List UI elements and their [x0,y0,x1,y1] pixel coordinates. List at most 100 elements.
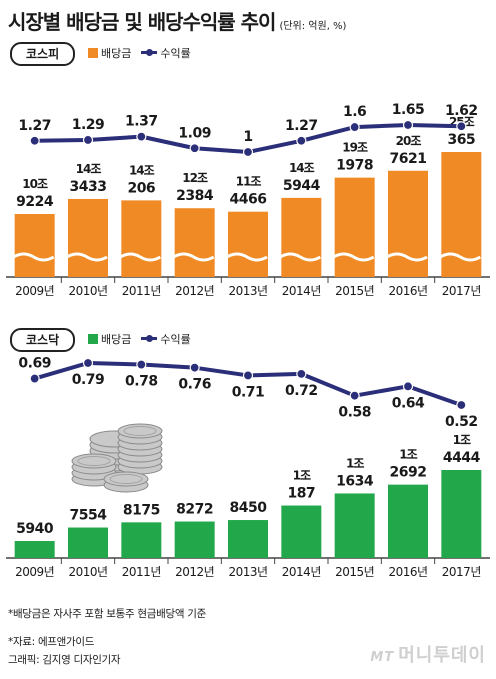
bar-label-value: 7554 [70,508,108,524]
tick-label: 2010년 [68,284,107,298]
tick-label: 2012년 [175,565,214,579]
bar-label-value: 187 [287,486,315,502]
footnote-credit: 그래픽: 김지영 디자인기자 [8,654,121,666]
tick-label: 2014년 [282,284,321,298]
bar-label-jo: 10조 [22,177,48,191]
legend-label-dividend: 배당금 [101,333,132,346]
panel-label-kospi: 코스피 [10,42,76,66]
bar-2015년 [334,177,375,277]
tick-label: 2014년 [282,565,321,579]
yield-point [349,121,360,133]
tick-label: 2009년 [15,284,54,298]
bar-label-value: 8175 [123,502,160,518]
tick-label: 2011년 [122,284,161,298]
yield-point [136,131,147,142]
yield-point [242,146,254,158]
bar-label-value: 2384 [176,188,214,204]
yield-label: 0.71 [232,384,265,400]
bar-2016년 [388,170,428,277]
legend-label-yield: 수익률 [160,333,191,346]
tick-label: 2017년 [442,565,481,579]
bar-label-value: 7621 [390,151,427,167]
bar-2011년 [121,522,162,558]
yield-point [29,135,40,146]
legend-label-dividend: 배당금 [101,47,132,60]
legend-label-yield: 수익률 [160,47,191,60]
yield-point [296,368,307,379]
yield-point [456,399,467,411]
watermark-mt: MT [370,650,395,665]
bar-2016년 [388,484,428,558]
bar-label-value: 8272 [176,502,213,518]
yield-label: 0.64 [392,395,425,411]
axis-break-wave [386,252,428,262]
coin-stack-illustration [71,423,163,493]
chart-title-block: 시장별 배당금 및 배당수익률 추이 (단위: 억원, %) [8,6,346,35]
bar-label-value: 4444 [443,450,481,466]
yield-label: 1.29 [72,117,105,133]
legend-swatch-yield [141,49,158,56]
yield-label: 1.27 [18,118,51,134]
axis-break-wave [226,252,268,262]
legend-swatch-dividend [88,48,98,58]
bar-label-jo: 1조 [453,433,471,447]
bar-label-value: 8450 [230,500,268,516]
bar-label-value: 365 [447,132,475,148]
tick-label: 2012년 [175,284,214,298]
bar-label-jo: 20조 [396,134,422,148]
bar-label-value: 9224 [16,194,54,210]
bar-2012년 [174,208,215,277]
bar-2009년 [14,541,55,558]
yield-point [349,390,360,401]
bar-2010년 [68,198,108,277]
tick-label: 2015년 [335,284,374,298]
bar-label-jo: 12조 [182,171,208,185]
tick-label: 2016년 [388,284,427,298]
yield-point [189,362,200,373]
bar-label-jo: 14조 [129,163,155,177]
bar-label-value: 3433 [70,179,107,195]
yield-label: 0.52 [445,414,478,430]
yield-label: 1.62 [445,103,478,119]
yield-label: 0.72 [285,383,318,399]
kosdaq-chart: 5940 2009년 7554 2010년 8175 2011년 8272 2012년 8450… [6,356,490,579]
yield-point [402,119,414,131]
bar-label-value: 206 [127,180,155,196]
watermark-name: 머니투데이 [398,645,486,666]
axis-break-wave [332,252,375,262]
bar-2013년 [228,520,268,558]
legend-swatch-yield [141,335,158,342]
bar-label-jo: 1조 [293,469,311,483]
yield-point [456,121,467,132]
bar-label-jo: 1조 [399,448,417,462]
bar-2009년 [14,214,55,277]
yield-label: 1.37 [125,114,158,130]
legend-swatch-dividend [88,334,98,344]
yield-point [242,370,254,381]
axis-break-wave [439,252,482,262]
bar-2014년 [281,505,322,558]
yield-label: 0.78 [125,374,158,390]
panel-label-kosdaq: 코스닥 [10,328,76,352]
tick-label: 2015년 [335,565,374,579]
axis-break-wave [279,252,322,262]
axis-break-wave [172,252,215,262]
footnote-basis: *배당금은 자사주 포함 보통주 현금배당액 기준 [8,608,206,620]
kospi-chart: 10조 9224 2009년 14조 3433 2010년 14조 206 2011년 12조 23… [6,102,490,298]
axis-break-wave [119,252,162,262]
yield-label: 1.27 [285,118,318,134]
bar-label-value: 1634 [336,473,374,489]
yield-label: 0.76 [178,377,211,393]
yield-point [402,381,414,392]
unit-label: (단위: 억원, %) [279,21,347,32]
yield-point [29,373,40,384]
yield-label: 0.69 [18,356,51,372]
bar-label-jo: 14조 [76,162,102,176]
axis-break-wave [12,252,55,262]
yield-label: 0.58 [338,405,371,421]
chart-title: 시장별 배당금 및 배당수익률 추이 [8,10,276,34]
bar-2013년 [228,211,268,277]
bar-label-jo: 14조 [289,161,315,175]
yield-point [82,357,94,369]
footnote-source: *자료: 에프앤가이드 [8,636,95,648]
